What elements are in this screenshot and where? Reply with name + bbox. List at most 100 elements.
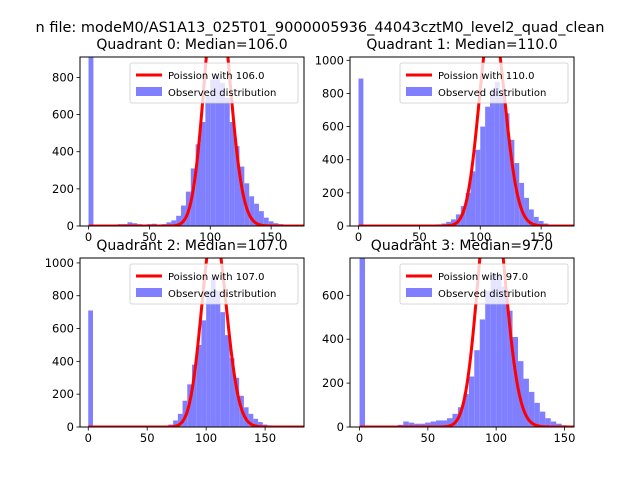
histogram-bar (419, 423, 426, 427)
histogram-bar (177, 413, 183, 427)
histogram-bar (474, 350, 480, 427)
histogram-bar (201, 320, 207, 427)
histogram-bar (234, 377, 240, 427)
plot-area (359, 258, 574, 427)
histogram-bar (176, 215, 182, 226)
histogram-bar (254, 203, 259, 226)
y-tick-label: 400 (52, 354, 74, 368)
axes-frame (349, 257, 575, 428)
histogram-bar (425, 422, 431, 427)
histogram-bar (215, 77, 220, 226)
y-tick-label: 1000 (315, 53, 344, 67)
x-tick-label: 50 (421, 431, 436, 445)
histogram-bar (220, 312, 226, 427)
histogram-bar (206, 290, 211, 427)
histogram-bar (524, 197, 529, 226)
histogram-bar (475, 149, 481, 226)
x-tick-label: 0 (356, 431, 363, 445)
y-tick-label: 200 (52, 182, 74, 196)
legend-label-poisson: Poission with 107.0 (168, 272, 264, 283)
legend-label-observed: Observed distribution (168, 289, 276, 300)
y-tick-label: 400 (322, 153, 344, 167)
histogram-bar (263, 217, 269, 226)
histogram-bar (173, 420, 178, 427)
histogram-bar (403, 421, 409, 427)
histogram-bar (465, 192, 471, 226)
y-tick-label: 200 (52, 387, 74, 401)
histogram-bar (504, 113, 510, 226)
subplot-title: Quadrant 2: Median=107.0 (96, 238, 287, 254)
y-tick-label: 800 (52, 289, 74, 303)
x-tick-label: 0 (355, 230, 362, 244)
x-tick-label: 150 (260, 230, 282, 244)
histogram-bar (538, 221, 544, 226)
histogram-bar (539, 411, 546, 427)
x-tick-label: 50 (140, 431, 155, 445)
x-tick-label: 150 (530, 230, 552, 244)
y-tick-label: 400 (52, 145, 74, 159)
legend-bar-swatch (406, 288, 432, 297)
subplot-quadrant-0: 0 50 100 150 0 200 400 600 800 Quadrant 0: Median… (52, 37, 305, 244)
y-tick-label: 0 (337, 420, 344, 434)
histogram-bar (210, 79, 216, 226)
histogram-bar (523, 378, 529, 427)
histogram-bar (253, 418, 259, 427)
histogram-bar (457, 407, 464, 427)
histogram-bar (200, 122, 206, 226)
plot-area (87, 258, 304, 427)
histogram-bar (171, 220, 177, 226)
histogram-bar (181, 205, 186, 226)
histogram-bar (205, 96, 211, 226)
histogram-bar (519, 182, 525, 226)
histogram-bar (359, 258, 366, 427)
histogram-bar (528, 391, 535, 427)
subplot-title: Quadrant 1: Median=110.0 (366, 37, 557, 53)
histogram-bar (496, 275, 502, 427)
histogram-bar (234, 146, 240, 226)
histogram-bar (550, 421, 557, 427)
y-tick-label: 600 (322, 288, 344, 302)
histogram-bar (268, 221, 274, 226)
x-tick-label: 100 (199, 230, 221, 244)
histogram-bar (507, 310, 513, 427)
histogram-bar (509, 139, 515, 226)
histogram-bar (358, 78, 364, 226)
x-tick-label: 50 (412, 230, 427, 244)
y-tick-label: 1000 (45, 256, 74, 270)
histogram-bar (224, 97, 230, 226)
histogram-bar (88, 310, 93, 427)
histogram-bar (248, 413, 254, 427)
subplot-title: Quadrant 3: Median=97.0 (371, 238, 553, 254)
poisson-curve (358, 57, 574, 226)
histogram-bar (499, 93, 505, 226)
histogram-bar (408, 422, 415, 427)
histogram-bar (210, 277, 216, 427)
legend: Poission with 107.0 Observed distribution (129, 263, 299, 305)
histogram-bar (446, 221, 452, 226)
subplot-quadrant-1: 0 50 100 150 0 200 400 600 800 1000 Quadrant 1: Me… (315, 37, 575, 244)
axes-frame (79, 56, 305, 227)
histogram-bar (556, 423, 562, 427)
subplot-title: Quadrant 0: Median=106.0 (96, 37, 287, 53)
subplot-quadrant-2: 0 50 100 150 0 200 400 600 800 1000 Quadrant 2: Me… (45, 238, 305, 445)
legend-box (399, 62, 569, 104)
legend-bar-swatch (136, 87, 162, 96)
histogram-bar (528, 209, 534, 226)
legend-box (129, 263, 299, 305)
histogram-bar (485, 290, 491, 427)
histogram-bar (480, 126, 486, 226)
y-tick-label: 200 (322, 186, 344, 200)
y-tick-label: 600 (52, 108, 74, 122)
x-tick-label: 150 (553, 431, 575, 445)
figure-suptitle: n file: modeM0/AS1A13_025T01_9000005936_… (36, 20, 605, 36)
y-tick-label: 0 (337, 219, 344, 233)
poisson-curve (359, 258, 574, 427)
x-tick-label: 100 (469, 230, 491, 244)
legend-bar-swatch (136, 288, 162, 297)
y-tick-label: 200 (322, 376, 344, 390)
histogram-bar (249, 196, 255, 226)
histogram-bar (485, 106, 490, 226)
histogram-bar (479, 319, 486, 427)
legend-bar-swatch (406, 87, 432, 96)
histogram-bar (192, 364, 197, 427)
